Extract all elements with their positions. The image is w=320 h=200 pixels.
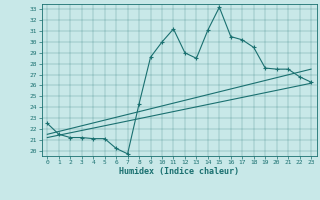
X-axis label: Humidex (Indice chaleur): Humidex (Indice chaleur) bbox=[119, 167, 239, 176]
